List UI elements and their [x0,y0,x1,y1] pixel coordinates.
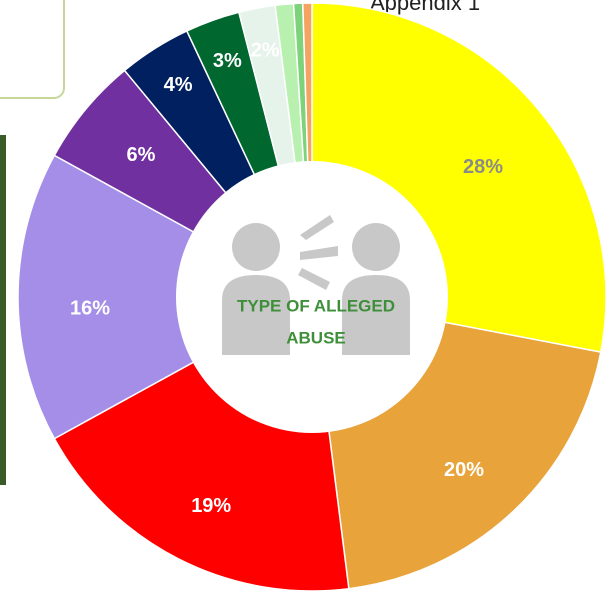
center-label: ABUSE [286,328,346,347]
value-label: 6% [126,144,155,166]
appendix-label: Appendix 1 [370,0,480,15]
value-label: 16% [70,297,110,319]
value-label: 3% [213,50,242,72]
value-label: 19% [191,495,231,517]
slice [17,154,314,440]
value-label: 4% [164,74,193,96]
value-label: 28% [463,156,503,178]
side-box [0,0,65,99]
value-label: 2% [251,40,280,62]
center-icon [222,215,410,355]
value-label: 20% [444,459,484,481]
side-bar [0,135,6,485]
center-label: TYPE OF ALLEGED [237,296,395,315]
